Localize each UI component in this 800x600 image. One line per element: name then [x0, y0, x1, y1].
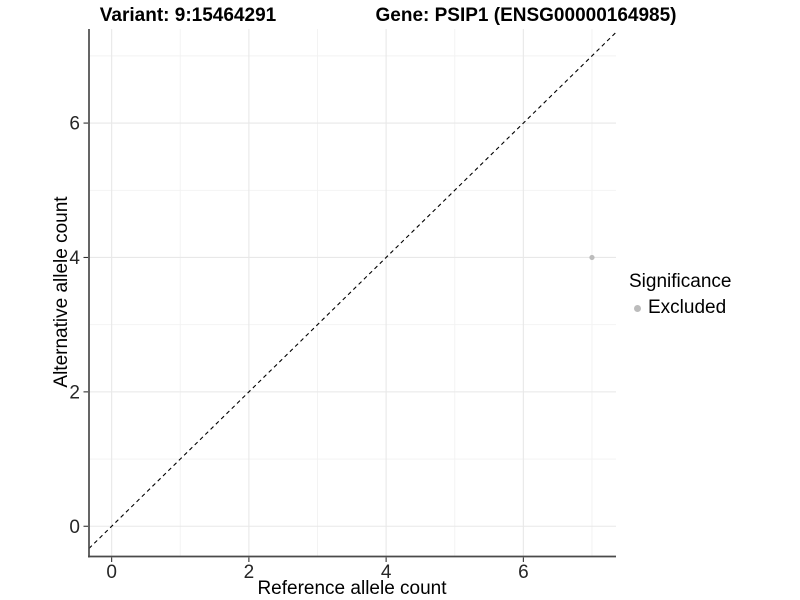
x-tick-label: 2 — [244, 562, 255, 583]
y-tick-label: 0 — [69, 517, 80, 538]
y-tick-label: 4 — [69, 248, 80, 269]
legend-title: Significance — [629, 271, 732, 292]
plot-title-variant: Variant: 9:15464291 — [99, 5, 277, 26]
y-tick-label: 6 — [69, 114, 80, 135]
identity-line — [88, 31, 617, 549]
excluded-dot-icon — [634, 304, 641, 312]
x-tick-label: 4 — [381, 562, 392, 583]
legend-item-label: Excluded — [648, 297, 727, 318]
x-tick-label: 0 — [106, 562, 117, 583]
data-point — [589, 254, 595, 261]
y-tick-label: 2 — [69, 382, 80, 403]
legend: Significance Excluded — [629, 271, 731, 319]
y-axis-title: Alternative allele count — [51, 196, 72, 388]
plot-title-gene: Gene: PSIP1 (ENSG00000164985) — [375, 5, 677, 26]
x-axis-title: Reference allele count — [257, 578, 447, 599]
x-tick-label: 6 — [518, 562, 529, 583]
legend-item-excluded: Excluded — [629, 297, 731, 319]
legend-key — [629, 300, 646, 317]
